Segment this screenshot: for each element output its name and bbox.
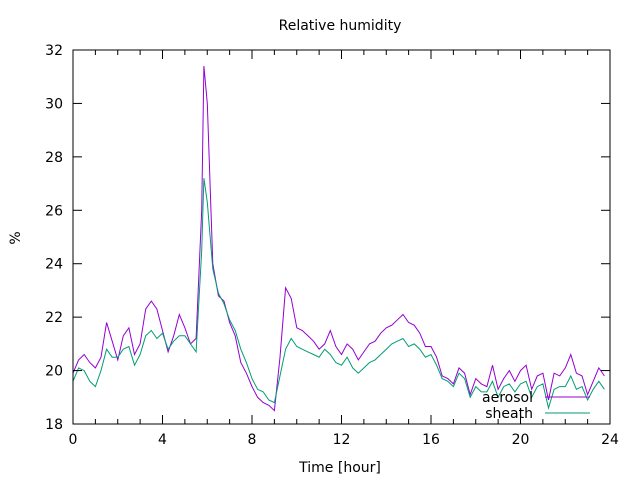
y-tick-label: 22	[45, 310, 63, 326]
series-layer	[72, 65, 605, 412]
x-tick-label: 12	[333, 432, 351, 448]
y-tick-label: 30	[45, 96, 63, 112]
x-tick-label: 20	[512, 432, 530, 448]
plot-border	[72, 49, 611, 425]
y-tick-label: 26	[45, 203, 63, 219]
y-tick-label: 28	[45, 150, 63, 166]
y-tick-label: 24	[45, 257, 63, 273]
series-line-sheath	[72, 178, 605, 410]
y-tick-label: 20	[45, 364, 63, 380]
x-axis-label: Time [hour]	[298, 460, 381, 476]
series-line-aerosol	[72, 65, 605, 412]
legend-label-sheath: sheath	[485, 406, 533, 422]
y-tick-label: 32	[45, 43, 63, 59]
chart-title: Relative humidity	[279, 18, 402, 34]
y-tick-label: 18	[45, 417, 63, 433]
x-tick-label: 0	[69, 432, 78, 448]
axes-layer: 0 4 8 12 16 20 24 18 20 22 24 26 28 30 32	[45, 43, 619, 448]
x-tick-label: 16	[422, 432, 440, 448]
legend-label-aerosol: aerosol	[482, 390, 533, 406]
y-axis-label: %	[8, 231, 24, 244]
x-tick-label: 4	[158, 432, 167, 448]
x-tick-label: 24	[601, 432, 619, 448]
x-tick-label: 8	[248, 432, 257, 448]
